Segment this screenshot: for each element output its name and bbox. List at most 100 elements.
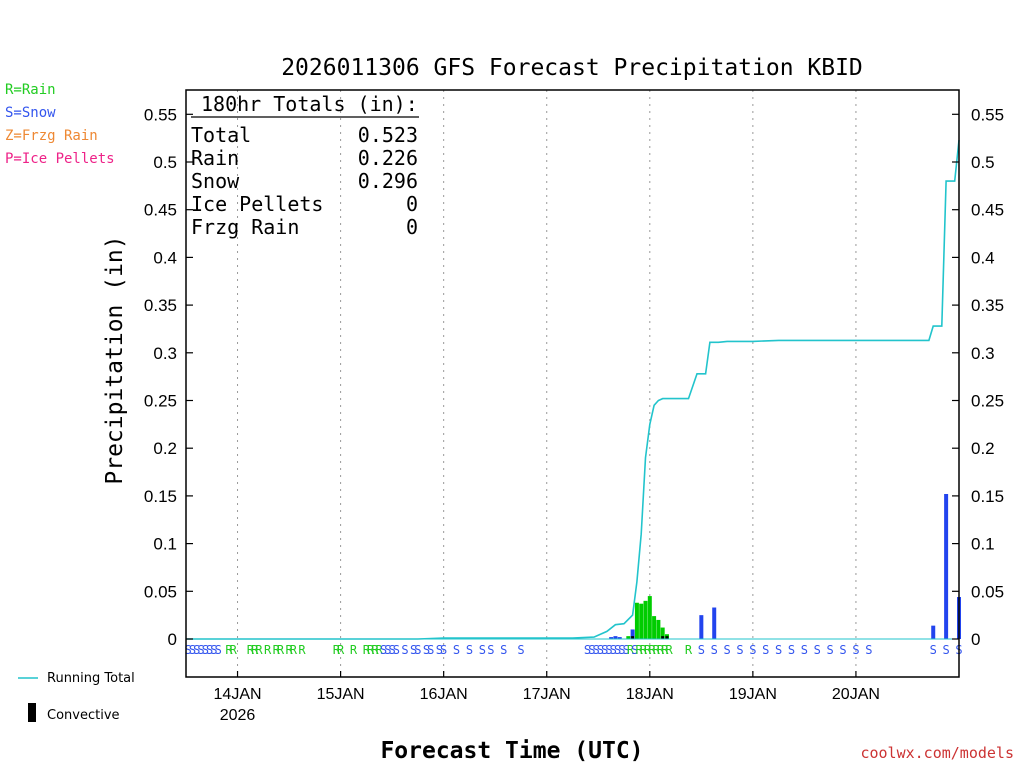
chart-title: 2026011306 GFS Forecast Precipitation KB… — [281, 55, 863, 81]
ptype-letter-snow: S — [593, 643, 600, 657]
ptype-letter-rain: R — [657, 643, 665, 657]
totals-value-total: 0.523 — [358, 123, 418, 147]
x-tick-label: 15JAN — [317, 686, 365, 703]
ptype-letter-snow: S — [423, 643, 430, 657]
snow-bar — [699, 615, 704, 639]
ptype-letter-rain: R — [627, 643, 635, 657]
ptype-letter-rain: R — [225, 643, 233, 657]
ptype-letter-rain: R — [635, 643, 643, 657]
ptype-letter-rain: R — [251, 643, 259, 657]
y-tick-label-right: 0.4 — [971, 248, 995, 267]
ptype-letter-snow: S — [440, 643, 447, 657]
ptype-letter-rain: R — [337, 643, 345, 657]
ptype-letter-rain: R — [640, 643, 648, 657]
totals-value-frzg-rain: 0 — [406, 215, 418, 239]
snow-bar — [931, 625, 936, 639]
ptype-legend-frzg-rain: Z=Frzg Rain — [5, 128, 98, 144]
ptype-letter-rain: R — [290, 643, 298, 657]
ptype-letter-snow: S — [453, 643, 460, 657]
totals-label-ice-pellets: Ice Pellets — [191, 192, 323, 216]
ptype-letter-snow: S — [466, 643, 473, 657]
ptype-letter-snow: S — [380, 643, 387, 657]
ptype-legend-ice-pellets: P=Ice Pellets — [5, 151, 115, 167]
totals-label-snow: Snow — [191, 169, 240, 193]
plot-frame — [185, 89, 960, 678]
ptype-letter-rain: R — [277, 643, 285, 657]
convective-legend-label: Convective — [47, 708, 120, 723]
ptype-letter-snow: S — [827, 643, 834, 657]
ptype-letter-snow: S — [384, 643, 391, 657]
rain-bar — [639, 603, 644, 639]
y-tick-label-left: 0.35 — [144, 296, 177, 315]
ptype-letter-snow: S — [206, 643, 213, 657]
y-tick-label-right: 0.3 — [971, 344, 995, 363]
ptype-letter-snow: S — [788, 643, 795, 657]
ptype-letter-rain: R — [285, 643, 293, 657]
ptype-letter-snow: S — [597, 643, 604, 657]
snow-bar — [613, 636, 618, 639]
ptype-letter-rain: R — [230, 643, 238, 657]
ptype-letter-rain: R — [247, 643, 255, 657]
ptype-letter-snow: S — [942, 643, 949, 657]
ptype-letter-snow: S — [202, 643, 209, 657]
ptype-letter-snow: S — [814, 643, 821, 657]
x-tick-label: 14JAN — [214, 686, 262, 703]
ptype-letter-snow: S — [500, 643, 507, 657]
rain-bar — [626, 636, 631, 639]
running-total-legend-label: Running Total — [47, 671, 135, 686]
ptype-letter-snow: S — [698, 643, 705, 657]
ptype-legend-snow: S=Snow — [5, 105, 56, 121]
y-tick-label-left: 0.05 — [144, 582, 177, 601]
ptype-letter-snow: S — [197, 643, 204, 657]
ptype-letter-rain: R — [653, 643, 661, 657]
rain-bar — [660, 627, 665, 639]
y-tick-label-right: 0.1 — [971, 535, 995, 554]
y-axis-ticks: 0 00.05 0.050.1 0.10.15 0.150.2 0.20.25 0.250.… — [144, 105, 1004, 649]
ptype-letter-snow: S — [865, 643, 872, 657]
convective-bar — [631, 636, 635, 639]
totals-label-total: Total — [191, 123, 251, 147]
ptype-legend-rain: R=Rain — [5, 82, 56, 98]
snow-bar — [944, 493, 949, 639]
ptype-letter-rain: R — [661, 643, 669, 657]
ptype-letter-snow: S — [749, 643, 756, 657]
ptype-letter-snow: S — [210, 643, 217, 657]
ptype-letter-snow: S — [393, 643, 400, 657]
ptype-letter-rain: R — [644, 643, 652, 657]
totals-label-rain: Rain — [191, 146, 239, 170]
ptype-letter-snow: S — [618, 643, 625, 657]
ptype-letter-snow: S — [414, 643, 421, 657]
totals-value-rain: 0.226 — [358, 146, 418, 170]
totals-value-ice-pellets: 0 — [406, 192, 418, 216]
x-tick-label: 19JAN — [729, 686, 777, 703]
y-tick-label-left: 0.45 — [144, 201, 177, 220]
y-tick-label-right: 0.5 — [971, 153, 995, 172]
rain-bar — [643, 600, 648, 639]
y-tick-label-left: 0.3 — [153, 344, 177, 363]
ptype-letter-snow: S — [623, 643, 630, 657]
ptype-letter-snow: S — [487, 643, 494, 657]
y-tick-label-left: 0.55 — [144, 105, 177, 124]
totals-box: 180hr Totals (in): Total 0.523 Rain 0.22… — [191, 92, 419, 239]
watermark: coolwx.com/models — [860, 744, 1014, 762]
totals-value-snow: 0.296 — [358, 169, 418, 193]
ptype-letter-snow: S — [193, 643, 200, 657]
ptype-letter-rain: R — [333, 643, 341, 657]
ptype-letter-rain: R — [255, 643, 263, 657]
rain-bar — [652, 616, 657, 639]
x-tick-label: 16JAN — [420, 686, 468, 703]
totals-label-frzg-rain: Frzg Rain — [191, 215, 299, 239]
running-total-layer — [186, 140, 960, 640]
ptype-letter-snow: S — [930, 643, 937, 657]
ptype-letter-snow: S — [736, 643, 743, 657]
y-tick-label-left: 0.15 — [144, 487, 177, 506]
x-tick-sublabel: 2026 — [220, 707, 256, 724]
ptype-letter-rain: R — [685, 643, 693, 657]
ptype-letter-snow: S — [479, 643, 486, 657]
ptype-letter-rain: R — [363, 643, 371, 657]
ptype-letter-snow: S — [436, 643, 443, 657]
x-tick-label: 17JAN — [523, 686, 571, 703]
x-tick-label: 18JAN — [626, 686, 674, 703]
